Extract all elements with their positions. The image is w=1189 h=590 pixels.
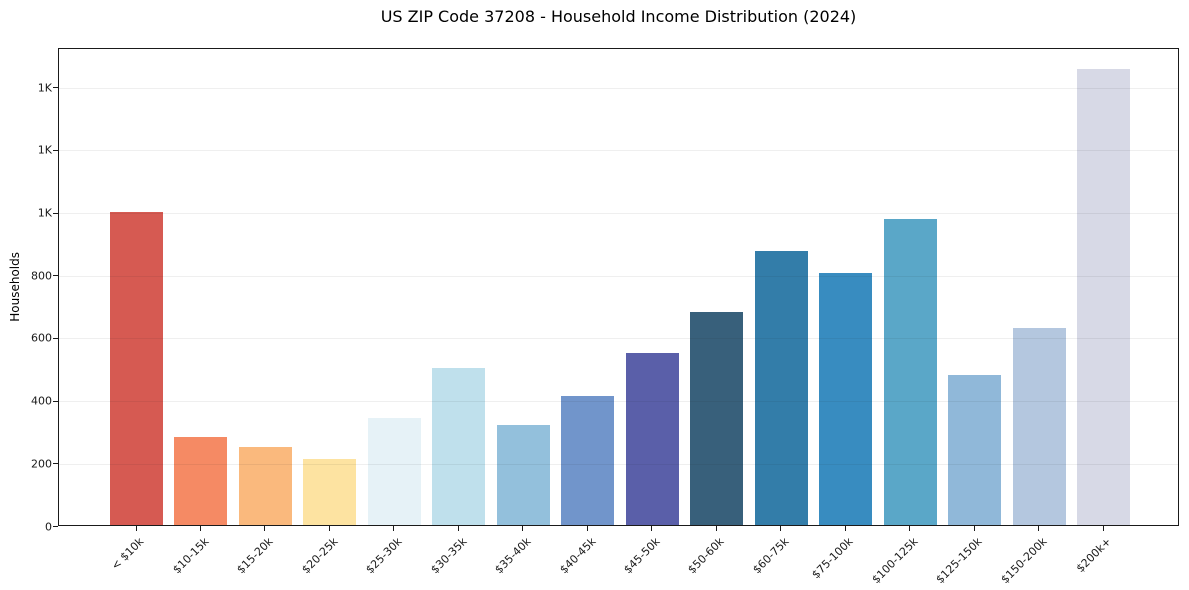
y-tick-label: 1K	[37, 143, 52, 157]
x-tick-label: $75-100k	[809, 535, 856, 582]
x-tick-mark	[715, 526, 717, 531]
plot-area	[58, 48, 1179, 526]
x-tick-mark	[1038, 526, 1040, 531]
bar-12	[819, 273, 873, 525]
bar-2	[174, 437, 228, 525]
bar-11	[754, 251, 808, 525]
gridline-1000	[59, 213, 1178, 215]
gridline-600	[59, 338, 1178, 340]
x-tick-mark	[393, 526, 395, 531]
gridline-400	[59, 401, 1178, 403]
gridline-1200	[59, 150, 1178, 152]
x-tick-label: $15-20k	[234, 535, 276, 577]
y-tick-mark	[53, 526, 58, 527]
x-tick-mark	[909, 526, 911, 531]
y-tick-mark	[53, 149, 58, 151]
x-tick-label: $100-125k	[869, 535, 921, 587]
y-tick-mark	[53, 212, 58, 214]
x-tick-label: $150-200k	[998, 535, 1050, 587]
x-tick-mark	[328, 526, 330, 531]
x-tick-mark	[135, 526, 137, 531]
x-tick-mark	[780, 526, 782, 531]
x-tick-label: $50-60k	[685, 535, 728, 577]
gridline-1400	[59, 87, 1178, 89]
bar-5	[367, 418, 421, 525]
bar-16	[1077, 69, 1131, 525]
y-tick-label: 400	[31, 394, 52, 408]
x-tick-label: $45-50k	[621, 535, 663, 577]
gridline-800	[59, 275, 1178, 277]
x-tick-mark	[651, 526, 653, 531]
y-tick-label: 200	[31, 457, 52, 471]
y-tick-mark	[53, 275, 58, 277]
x-tick-label: $25-30k	[363, 535, 405, 577]
bar-13	[883, 219, 937, 525]
y-tick-mark	[53, 463, 58, 465]
x-tick-label: $20-25k	[298, 535, 341, 577]
x-tick-mark	[264, 526, 266, 531]
bar-9	[625, 353, 679, 525]
bar-7	[496, 425, 550, 525]
x-tick-label: $200k+	[1073, 535, 1114, 576]
bar-15	[1012, 328, 1066, 525]
bar-3	[238, 447, 292, 525]
x-tick-label: < $10k	[109, 535, 147, 573]
bar-4	[303, 459, 357, 525]
y-tick-mark	[53, 400, 58, 402]
y-tick-label: 1K	[37, 206, 52, 220]
x-tick-label: $35-40k	[492, 535, 534, 577]
x-tick-label: $10-15k	[169, 535, 212, 577]
bar-6	[432, 368, 486, 525]
x-tick-mark	[522, 526, 524, 531]
x-tick-mark	[1102, 526, 1104, 531]
bar-14	[948, 375, 1002, 525]
x-tick-label: $30-35k	[427, 535, 470, 577]
y-tick-label: 600	[31, 331, 52, 345]
x-tick-label: $40-45k	[556, 535, 599, 577]
x-tick-mark	[844, 526, 846, 531]
x-tick-label: $125-150k	[933, 535, 985, 587]
y-tick-mark	[53, 337, 58, 339]
x-tick-mark	[586, 526, 588, 531]
x-tick-mark	[457, 526, 459, 531]
bar-8	[561, 396, 615, 525]
y-tick-label: 1K	[37, 81, 52, 95]
bar-1	[110, 212, 163, 525]
y-axis-label-column: Households	[8, 48, 22, 526]
x-tick-label: $60-75k	[750, 535, 792, 577]
x-tick-mark	[199, 526, 201, 531]
chart-title: US ZIP Code 37208 - Household Income Dis…	[380, 7, 857, 26]
y-tick-label: 0	[45, 520, 52, 533]
y-axis-label: Households	[8, 252, 22, 322]
y-tick-mark	[53, 87, 58, 89]
y-tick-label: 800	[31, 269, 52, 283]
x-tick-mark	[973, 526, 975, 531]
bar-10	[690, 312, 744, 525]
